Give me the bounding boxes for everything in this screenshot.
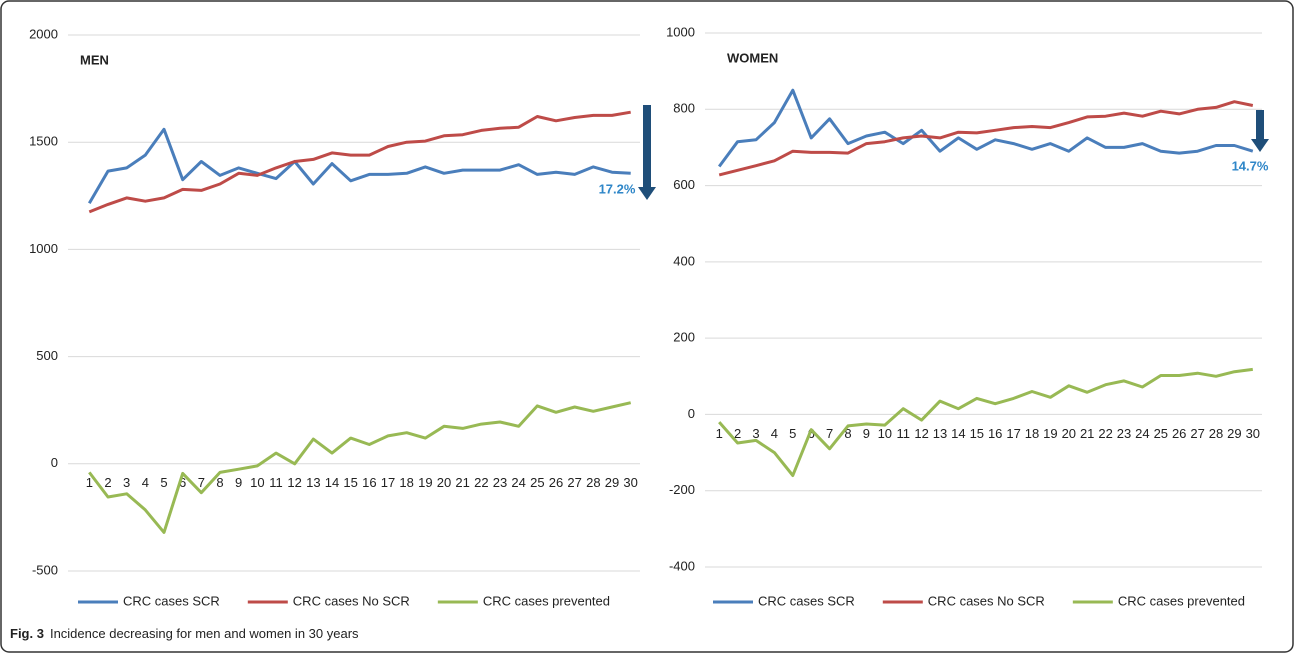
x-tick-label: 21 — [1080, 426, 1094, 441]
legend-label: CRC cases SCR — [123, 593, 220, 608]
legend-label: CRC cases prevented — [483, 593, 610, 608]
x-tick-label: 25 — [1154, 426, 1168, 441]
x-tick-label: 1 — [716, 426, 723, 441]
legend-label: CRC cases prevented — [1118, 593, 1245, 608]
x-tick-label: 18 — [1025, 426, 1039, 441]
y-tick-label: 0 — [688, 406, 695, 421]
x-tick-label: 19 — [418, 475, 432, 490]
x-tick-label: 28 — [586, 475, 600, 490]
x-tick-label: 24 — [1135, 426, 1149, 441]
arrow-head — [638, 187, 656, 200]
data-line — [88, 127, 631, 205]
x-tick-label: 5 — [160, 475, 167, 490]
y-tick-label: 2000 — [29, 26, 58, 41]
x-tick-label: 30 — [623, 475, 637, 490]
x-tick-label: 2 — [734, 426, 741, 441]
x-tick-label: 21 — [455, 475, 469, 490]
x-tick-label: 23 — [1117, 426, 1131, 441]
x-tick-label: 4 — [771, 426, 778, 441]
x-tick-label: 10 — [878, 426, 892, 441]
x-tick-label: 1 — [86, 475, 93, 490]
x-tick-label: 8 — [216, 475, 223, 490]
x-tick-label: 9 — [863, 426, 870, 441]
x-tick-label: 13 — [933, 426, 947, 441]
x-tick-label: 29 — [1227, 426, 1241, 441]
chart-title: WOMEN — [727, 50, 778, 65]
legend-label: CRC cases No SCR — [293, 593, 410, 608]
x-tick-label: 17 — [1006, 426, 1020, 441]
x-tick-label: 24 — [511, 475, 525, 490]
x-tick-label: 12 — [287, 475, 301, 490]
x-tick-label: 20 — [1062, 426, 1076, 441]
arrow-body — [643, 105, 651, 188]
y-tick-label: 400 — [673, 253, 695, 268]
y-tick-label: 600 — [673, 177, 695, 192]
legend-label: CRC cases No SCR — [928, 593, 1045, 608]
x-tick-label: 25 — [530, 475, 544, 490]
x-tick-label: 16 — [362, 475, 376, 490]
y-tick-label: -200 — [669, 482, 695, 497]
chart-title: MEN — [80, 52, 109, 67]
y-tick-label: -500 — [32, 562, 58, 577]
x-tick-label: 23 — [493, 475, 507, 490]
annotation: 17.2% — [599, 181, 636, 196]
x-tick-label: 27 — [1190, 426, 1204, 441]
y-tick-label: 200 — [673, 330, 695, 345]
x-tick-label: 17 — [381, 475, 395, 490]
x-tick-label: 15 — [343, 475, 357, 490]
data-line — [88, 110, 631, 214]
x-tick-label: 6 — [179, 475, 186, 490]
x-tick-label: 14 — [325, 475, 339, 490]
arrow-head — [1251, 139, 1269, 152]
y-tick-label: 1000 — [29, 241, 58, 256]
x-tick-label: 18 — [399, 475, 413, 490]
x-tick-label: 15 — [970, 426, 984, 441]
x-tick-label: 8 — [844, 426, 851, 441]
x-tick-label: 2 — [104, 475, 111, 490]
x-tick-label: 14 — [951, 426, 965, 441]
x-tick-label: 3 — [752, 426, 759, 441]
x-tick-label: 7 — [198, 475, 205, 490]
x-tick-label: 30 — [1246, 426, 1260, 441]
y-tick-label: 0 — [51, 455, 58, 470]
x-tick-label: 5 — [789, 426, 796, 441]
arrow-body — [1256, 110, 1264, 140]
x-tick-label: 16 — [988, 426, 1002, 441]
y-tick-label: 1000 — [666, 24, 695, 39]
y-tick-label: -400 — [669, 558, 695, 573]
x-tick-label: 22 — [1098, 426, 1112, 441]
data-line — [718, 100, 1254, 177]
x-tick-label: 11 — [896, 426, 910, 441]
x-tick-label: 3 — [123, 475, 130, 490]
x-tick-label: 9 — [235, 475, 242, 490]
x-tick-label: 7 — [826, 426, 833, 441]
x-tick-label: 27 — [567, 475, 581, 490]
x-tick-label: 29 — [605, 475, 619, 490]
x-tick-label: 4 — [142, 475, 149, 490]
y-tick-label: 500 — [36, 348, 58, 363]
caption: Fig. 3 Incidence decreasing for men and w… — [10, 626, 359, 641]
annotation: 14.7% — [1232, 158, 1269, 173]
data-line — [718, 367, 1253, 477]
data-line — [88, 401, 632, 534]
x-tick-label: 28 — [1209, 426, 1223, 441]
y-tick-label: 1500 — [29, 134, 58, 149]
legend-label: CRC cases SCR — [758, 593, 855, 608]
caption-label: Fig. 3 — [10, 626, 44, 641]
y-tick-label: 800 — [673, 101, 695, 116]
data-line — [717, 88, 1254, 168]
x-tick-label: 10 — [250, 475, 264, 490]
x-tick-label: 19 — [1043, 426, 1057, 441]
x-tick-label: 20 — [437, 475, 451, 490]
x-tick-label: 26 — [549, 475, 563, 490]
x-tick-label: 12 — [914, 426, 928, 441]
x-tick-label: 13 — [306, 475, 320, 490]
x-tick-label: 22 — [474, 475, 488, 490]
caption-text: Incidence decreasing for men and women i… — [50, 626, 359, 641]
x-tick-label: 26 — [1172, 426, 1186, 441]
x-tick-label: 11 — [269, 475, 283, 490]
